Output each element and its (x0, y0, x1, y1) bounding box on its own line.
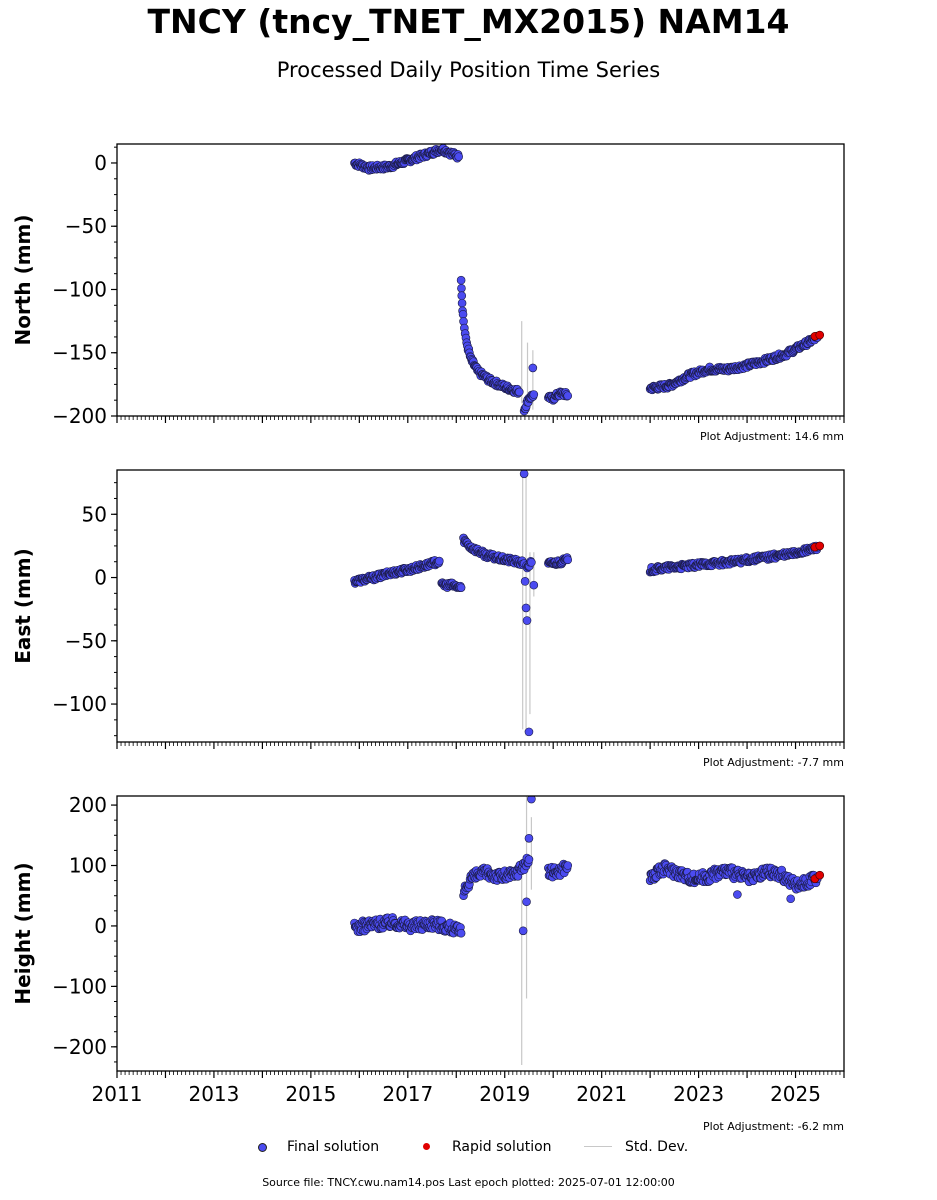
chart-title: TNCY (tncy_TNET_MX2015) NAM14 (147, 2, 790, 41)
panel-frame (116, 795, 845, 1072)
y-tick-label: 200 (69, 793, 107, 817)
x-tick-label: 2021 (576, 1082, 627, 1106)
y-tick-label: −150 (52, 341, 107, 365)
panel-2: 50 0 −50 −100 East (mm) Plot Adjustment: -7.7… (11, 469, 845, 769)
legend-rapid-marker (423, 1143, 430, 1150)
legend-rapid-label: Rapid solution (452, 1139, 552, 1155)
panel-1: 0 −50 −100 −150 −200 North (mm) Plot Adjustmen… (11, 143, 845, 443)
final-point (563, 555, 573, 565)
legend-final-label: Final solution (287, 1139, 380, 1155)
final-point (528, 363, 538, 373)
y-axis-label: East (mm) (11, 548, 35, 664)
final-point (458, 309, 468, 319)
rapid-point (815, 330, 825, 340)
y-tick-label: −100 (52, 692, 107, 716)
final-point (524, 727, 534, 737)
x-tick-label: 2019 (479, 1082, 530, 1106)
final-point (563, 861, 573, 870)
final-point (435, 556, 444, 566)
y-tick-label: −200 (52, 1035, 107, 1059)
panel-3: 200 100 0 −100 −200 2011 2013 2015 2017 2019 2021 2… (11, 793, 845, 1133)
x-tick-label: 2023 (673, 1082, 724, 1106)
plot-adjustment-label: Plot Adjustment: 14.6 mm (700, 430, 844, 443)
y-tick-label: 100 (69, 854, 107, 878)
final-point (514, 387, 524, 397)
x-tick-label: 2011 (92, 1082, 143, 1106)
final-point (518, 926, 528, 936)
x-tick-label: 2015 (285, 1082, 336, 1106)
rapid-point (815, 870, 825, 880)
legend-stddev-label: Std. Dev. (625, 1139, 689, 1155)
final-point (456, 275, 466, 285)
x-tick-label: 2025 (770, 1082, 821, 1106)
y-tick-label: 0 (94, 566, 107, 590)
source-footer: Source file: TNCY.cwu.nam14.pos Last epo… (262, 1176, 675, 1189)
plot-area (350, 470, 825, 737)
y-tick-label: −50 (65, 629, 107, 653)
final-point (519, 470, 529, 479)
y-tick-label: −100 (52, 277, 107, 301)
plot-area (350, 144, 825, 416)
final-point (733, 890, 742, 899)
final-point (456, 583, 466, 592)
final-point (529, 580, 539, 590)
y-axis-label: Height (mm) (11, 862, 35, 1004)
rapid-point (815, 541, 825, 551)
final-point (457, 283, 466, 293)
plot-area (350, 796, 825, 1065)
y-axis-label: North (mm) (11, 214, 35, 345)
final-point (527, 796, 536, 804)
plot-adjustment-label: Plot Adjustment: -6.2 mm (703, 1120, 844, 1133)
y-tick-label: 50 (82, 502, 107, 526)
legend: Final solution Rapid solution Std. Dev. (0, 1136, 937, 1158)
final-point (457, 291, 467, 301)
legend-stddev-line (584, 1146, 612, 1147)
y-tick-label: −50 (65, 214, 107, 238)
final-point (563, 391, 573, 401)
final-point (521, 603, 531, 613)
final-point (454, 152, 463, 161)
final-point (786, 894, 795, 904)
plot-adjustment-label: Plot Adjustment: -7.7 mm (703, 756, 844, 769)
x-tick-label: 2013 (188, 1082, 239, 1106)
final-point (456, 928, 466, 938)
legend-final-marker (258, 1143, 267, 1152)
final-point (520, 577, 530, 586)
final-point (529, 390, 539, 399)
final-point (524, 834, 534, 843)
y-tick-label: 0 (94, 151, 107, 175)
final-point (522, 616, 532, 625)
y-tick-label: 0 (94, 914, 107, 938)
chart-subtitle: Processed Daily Position Time Series (276, 58, 661, 82)
y-tick-label: −100 (52, 974, 107, 998)
panel-frame (116, 469, 845, 743)
y-tick-label: −200 (52, 404, 107, 428)
final-point (524, 855, 534, 864)
final-point (527, 558, 536, 567)
x-tick-label: 2017 (382, 1082, 433, 1106)
final-point (457, 298, 467, 308)
final-point (522, 897, 531, 907)
